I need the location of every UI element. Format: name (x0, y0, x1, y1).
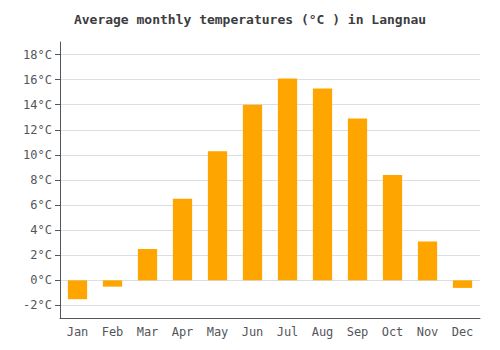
svg-text:2°C: 2°C (30, 248, 52, 262)
svg-text:Feb: Feb (102, 325, 124, 339)
svg-text:Average monthly temperatures (: Average monthly temperatures (°C ) in La… (74, 12, 426, 27)
svg-text:Sep: Sep (347, 325, 369, 339)
svg-text:4°C: 4°C (30, 223, 52, 237)
svg-text:Dec: Dec (452, 325, 474, 339)
svg-text:Jan: Jan (67, 325, 89, 339)
svg-text:6°C: 6°C (30, 198, 52, 212)
svg-text:16°C: 16°C (23, 73, 52, 87)
svg-text:12°C: 12°C (23, 123, 52, 137)
svg-text:0°C: 0°C (30, 273, 52, 287)
svg-text:-2°C: -2°C (23, 298, 52, 312)
svg-text:8°C: 8°C (30, 173, 52, 187)
svg-text:10°C: 10°C (23, 148, 52, 162)
svg-text:18°C: 18°C (23, 48, 52, 62)
svg-text:Nov: Nov (417, 325, 439, 339)
svg-text:Jul: Jul (277, 325, 299, 339)
svg-text:14°C: 14°C (23, 98, 52, 112)
svg-text:Mar: Mar (137, 325, 159, 339)
svg-text:May: May (207, 325, 229, 339)
svg-text:Apr: Apr (172, 325, 194, 339)
svg-text:Oct: Oct (382, 325, 404, 339)
svg-text:Jun: Jun (242, 325, 264, 339)
svg-text:Aug: Aug (312, 325, 334, 339)
